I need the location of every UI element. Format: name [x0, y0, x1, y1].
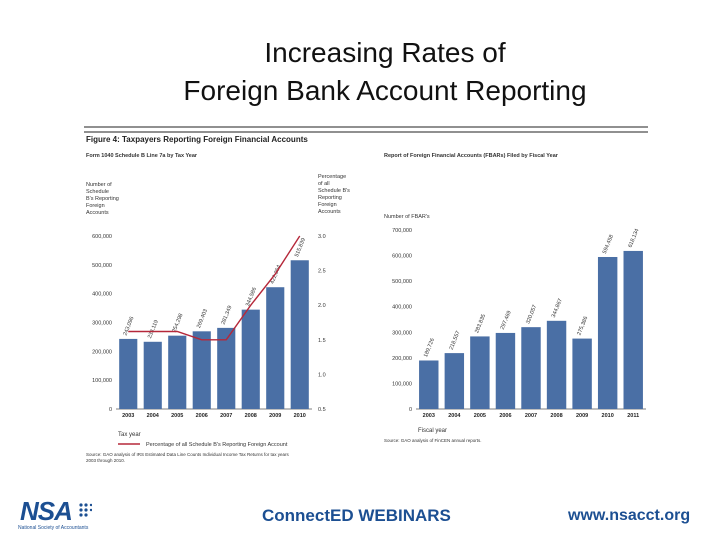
chart1-bar	[143, 341, 162, 409]
chart1-xtick-label: 2010	[294, 413, 306, 419]
chart1-ytick-left-label: 100,000	[92, 378, 112, 384]
chart1-data-label: 422,364	[270, 264, 283, 285]
chart2-ytick-label: 500,000	[392, 279, 412, 285]
chart2-xtick-label: 2009	[576, 413, 588, 419]
chart2-data-label: 275,386	[576, 316, 589, 337]
chart1-xtick-label: 2005	[171, 413, 183, 419]
chart2-xlabel: Fiscal year	[418, 428, 447, 434]
chart1-xtick-label: 2009	[269, 413, 281, 419]
chart1-ytick-right-label: 3.0	[318, 234, 326, 240]
chart2-ytick-label: 300,000	[392, 330, 412, 336]
chart2-data-label: 297,469	[500, 310, 513, 331]
logo-dots-icon	[79, 503, 92, 517]
chart1-data-label: 281,349	[221, 305, 234, 326]
chart2-xtick-label: 2004	[448, 413, 461, 419]
figure-svg: Figure 4: Taxpayers Reporting Foreign Fi…	[84, 126, 648, 463]
chart2-data-label: 189,726	[423, 338, 436, 359]
nsa-logo: NSA	[20, 496, 73, 526]
chart1-legend-label: Percentage of all Schedule B's Reporting…	[146, 442, 288, 448]
chart1-subtitle: Form 1040 Schedule B Line 7a by Tax Year	[86, 153, 198, 159]
chart2-bar	[572, 338, 592, 409]
slide-title: Increasing Rates of Foreign Bank Account…	[0, 34, 720, 110]
chart2-bar	[521, 327, 541, 409]
chart2-bar	[419, 360, 439, 409]
chart1-xtick-label: 2003	[122, 413, 134, 419]
chart2-data-label: 618,134	[628, 228, 641, 249]
chart2-xtick-label: 2011	[627, 413, 639, 419]
chart2-bar	[546, 320, 567, 409]
chart1-xtick-label: 2004	[147, 413, 160, 419]
chart2-xtick-label: 2003	[423, 413, 435, 419]
chart1-ytick-right-label: 0.5	[318, 407, 326, 413]
chart2-data-label: 594,458	[602, 234, 615, 255]
chart1-xtick-label: 2006	[196, 413, 208, 419]
chart2-ytick-label: 0	[409, 407, 412, 413]
chart2-subtitle: Report of Foreign Financial Accounts (FB…	[384, 153, 559, 159]
chart1-data-label: 254,298	[172, 313, 185, 334]
chart1-ylabel-left: Number of Schedule B's Reporting Foreign Acc…	[86, 182, 119, 216]
figure-panel: Figure 4: Taxpayers Reporting Foreign Fi…	[82, 126, 648, 476]
chart2-ytick-label: 200,000	[392, 356, 412, 362]
chart1-bar	[168, 335, 187, 409]
chart1-ytick-right-label: 1.0	[318, 372, 326, 378]
chart1-xlabel: Tax year	[118, 432, 141, 438]
chart2-ytick-label: 100,000	[392, 381, 412, 387]
chart1-source: Source: GAO analysis of IRS Estimated Da…	[86, 452, 290, 463]
chart1-bar	[266, 287, 285, 409]
chart1-bar	[119, 338, 138, 409]
chart1-ytick-left-label: 400,000	[92, 292, 112, 298]
chart2-bar	[597, 256, 618, 409]
chart1-bar	[217, 327, 236, 409]
chart1-ytick-left-label: 0	[109, 407, 112, 413]
chart2-bar	[495, 332, 516, 409]
chart2-ytick-label: 400,000	[392, 305, 412, 311]
chart1-ytick-right-label: 1.5	[318, 338, 326, 344]
chart2-data-label: 320,057	[525, 304, 538, 325]
chart2-data-label: 283,835	[474, 313, 487, 334]
figure-title: Figure 4: Taxpayers Reporting Foreign Fi…	[86, 135, 308, 144]
chart2-source: Source: GAO analysis of FinCEN annual re…	[384, 438, 482, 443]
chart1-bar	[290, 260, 309, 409]
chart1-ytick-left-label: 500,000	[92, 263, 112, 269]
chart2-ylabel: Number of FBAR's	[384, 214, 430, 220]
chart2-xtick-label: 2006	[499, 413, 511, 419]
chart1-ytick-left-label: 300,000	[92, 321, 112, 327]
chart1-xtick-label: 2008	[245, 413, 257, 419]
chart2-ytick-label: 700,000	[392, 228, 412, 234]
chart2-bar	[623, 250, 643, 409]
chart2-bar	[470, 336, 490, 409]
chart1-bar	[241, 309, 260, 409]
chart1-ylabel-right: Percentage of all Schedule B's Reporting For…	[318, 174, 350, 215]
chart2-bar	[444, 353, 465, 409]
chart1-data-label: 515,839	[294, 237, 307, 258]
chart1-xtick-label: 2007	[220, 413, 232, 419]
chart1-bar	[192, 331, 211, 409]
chart1-ytick-right-label: 2.5	[318, 269, 326, 275]
chart2-data-label: 344,867	[551, 298, 564, 319]
logo-subtext: National Society of Accountants	[18, 525, 89, 531]
slide-title-line1: Increasing Rates of	[264, 37, 506, 68]
chart1-data-label: 233,119	[147, 319, 160, 339]
chart1-ytick-left-label: 600,000	[92, 234, 112, 240]
connected-webinars-label: ConnectED WEBINARS	[262, 506, 451, 525]
chart2-xtick-label: 2005	[474, 413, 486, 419]
chart2-xtick-label: 2007	[525, 413, 537, 419]
chart1-data-label: 269,403	[196, 308, 209, 329]
slide-title-line2: Foreign Bank Account Reporting	[183, 75, 587, 106]
footer	[0, 484, 720, 540]
site-url-link[interactable]: www.nsacct.org	[568, 507, 691, 524]
chart2-xtick-label: 2008	[550, 413, 562, 419]
chart1-ytick-right-label: 2.0	[318, 303, 326, 309]
chart2-xtick-label: 2010	[602, 413, 614, 419]
chart2-data-label: 218,557	[449, 330, 462, 351]
chart1-ytick-left-label: 200,000	[92, 349, 112, 355]
chart1-percentage-line	[128, 235, 301, 341]
chart2-ytick-label: 600,000	[392, 254, 412, 260]
chart1-data-label: 243,096	[123, 316, 136, 337]
